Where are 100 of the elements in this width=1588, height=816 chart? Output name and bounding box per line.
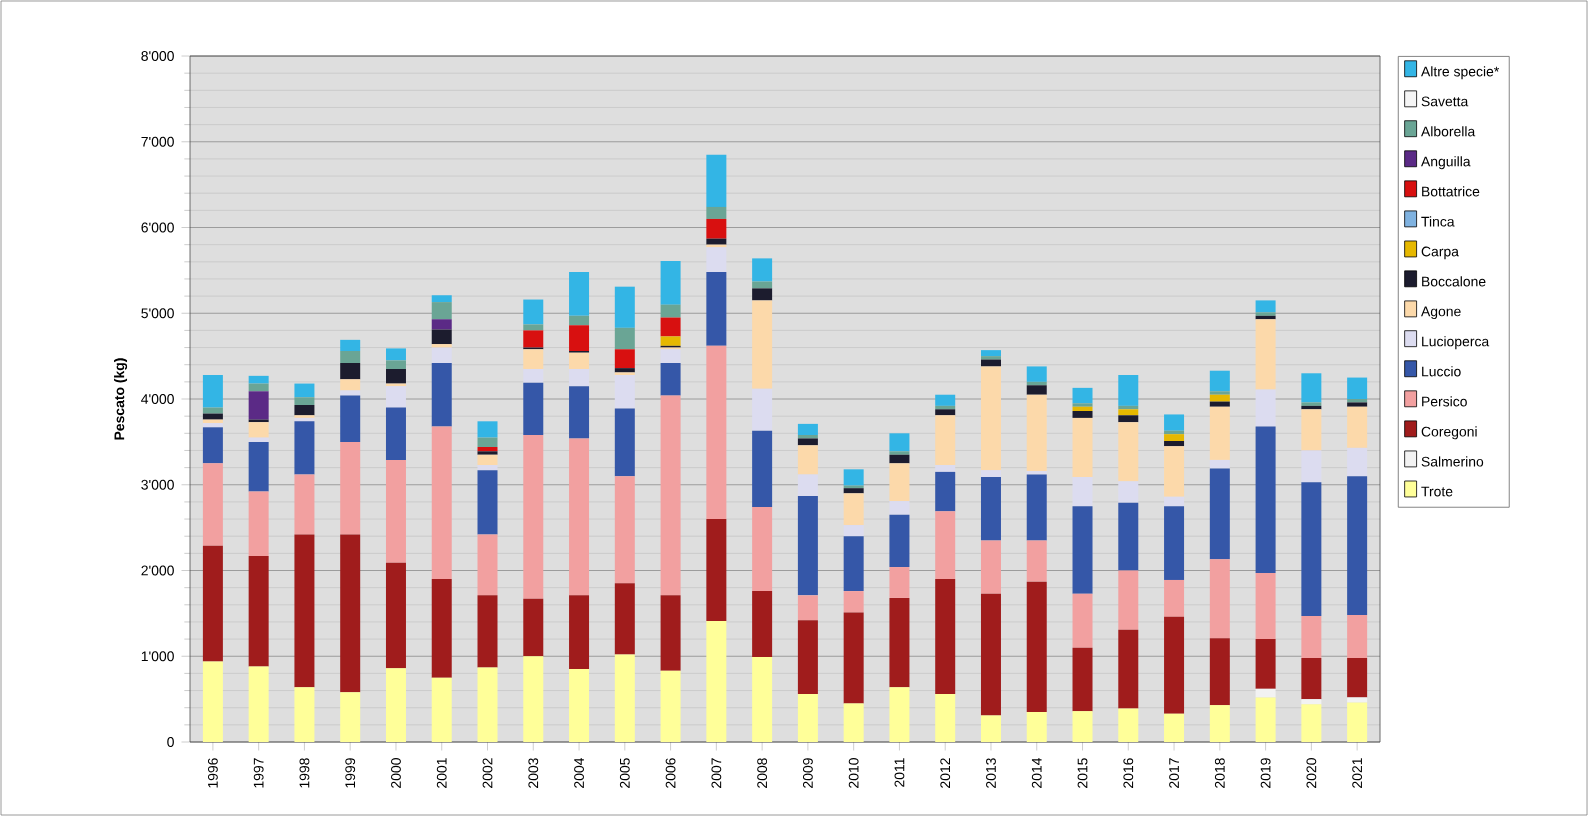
bar: [1347, 377, 1368, 400]
bar: [385, 348, 406, 361]
bar: [752, 288, 773, 301]
bar: [1209, 468, 1230, 560]
bar: [1072, 406, 1093, 412]
bar: [660, 336, 681, 346]
bar: [660, 260, 681, 305]
bar: [1164, 616, 1185, 714]
bar: [569, 438, 590, 596]
bar: [1118, 629, 1139, 709]
bar: [202, 407, 223, 414]
bar: [797, 438, 818, 446]
bar: [431, 677, 452, 742]
bar: [477, 470, 498, 535]
bar: [294, 421, 315, 475]
bar: [569, 272, 590, 316]
bar: [1164, 496, 1185, 507]
bar: [523, 382, 544, 436]
bar: [431, 319, 452, 330]
bar: [523, 324, 544, 331]
bar: [294, 405, 315, 416]
bar: [477, 667, 498, 742]
bar: [1072, 477, 1093, 507]
bar: [569, 352, 590, 369]
bar: [752, 507, 773, 592]
bar: [431, 329, 452, 345]
bar: [1118, 375, 1139, 406]
bar: [1072, 711, 1093, 742]
bar: [1255, 389, 1276, 427]
bar: [980, 366, 1001, 471]
bar: [340, 692, 361, 742]
bar: [614, 375, 635, 409]
bar: [660, 670, 681, 742]
bar: [431, 579, 452, 678]
bar: [248, 441, 269, 492]
bar: [1118, 481, 1139, 503]
bar: [843, 488, 864, 494]
bar: [660, 304, 681, 318]
bar: [797, 620, 818, 694]
bar: [340, 395, 361, 442]
bar: [294, 383, 315, 398]
bar: [935, 693, 956, 742]
bar: [797, 474, 818, 496]
bar: [294, 687, 315, 742]
bar: [523, 299, 544, 325]
bar: [843, 493, 864, 526]
bar: [614, 476, 635, 584]
bar: [1255, 573, 1276, 640]
bar: [1301, 699, 1322, 705]
bar: [1255, 639, 1276, 689]
bar: [523, 368, 544, 383]
bar: [980, 477, 1001, 541]
bar: [477, 454, 498, 466]
bar: [706, 154, 727, 207]
bar: [889, 514, 910, 568]
bar: [980, 350, 1001, 357]
bar: [752, 300, 773, 389]
bar: [385, 668, 406, 742]
bar: [202, 413, 223, 420]
bar: [843, 703, 864, 742]
bar: [1347, 476, 1368, 616]
bar: [1164, 446, 1185, 497]
bar: [523, 598, 544, 657]
bar: [202, 463, 223, 546]
bar: [431, 362, 452, 427]
bar: [248, 491, 269, 556]
bar: [569, 368, 590, 387]
bar: [935, 511, 956, 580]
bar: [248, 666, 269, 742]
bar: [1164, 441, 1185, 447]
bar: [1118, 409, 1139, 416]
bar: [1347, 447, 1368, 477]
bar: [248, 375, 269, 384]
bar: [614, 654, 635, 742]
bar: [1026, 540, 1047, 582]
bar: [1164, 506, 1185, 580]
bar: [1209, 459, 1230, 469]
bar: [1072, 411, 1093, 418]
bar: [1255, 697, 1276, 742]
bar: [660, 595, 681, 671]
bar: [477, 534, 498, 596]
bar: [1347, 657, 1368, 698]
bar: [614, 408, 635, 477]
bar: [477, 595, 498, 668]
bar: [1301, 704, 1322, 742]
bar: [706, 247, 727, 273]
bar: [752, 388, 773, 431]
bar: [340, 362, 361, 380]
bar: [797, 595, 818, 621]
bar: [935, 394, 956, 406]
bar: [1164, 579, 1185, 617]
bar: [431, 426, 452, 580]
bar: [523, 349, 544, 369]
bar: [431, 302, 452, 320]
bar: [569, 669, 590, 742]
bar: [569, 595, 590, 670]
bar: [797, 423, 818, 436]
bar: [843, 469, 864, 486]
bar: [614, 349, 635, 369]
bar: [1164, 434, 1185, 442]
